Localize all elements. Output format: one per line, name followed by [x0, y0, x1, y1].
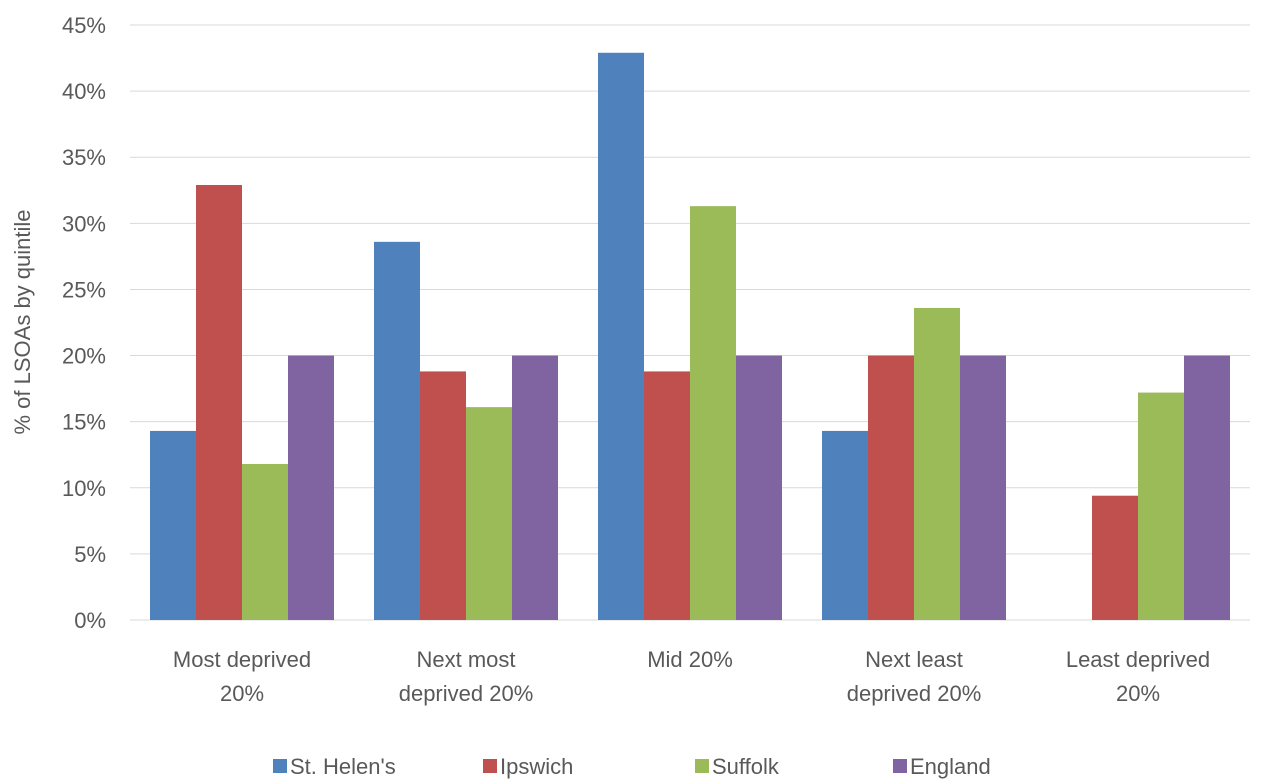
y-axis-ticks: 0% 5% 10% 15% 20% 25% 30% 35% 40% 45%	[62, 13, 106, 633]
bar	[914, 307, 960, 620]
x-tick-label: Least deprived	[1066, 647, 1210, 672]
x-tick-label: Next most	[416, 647, 515, 672]
bar	[960, 355, 1006, 620]
y-axis-title: % of LSOAs by quintile	[10, 209, 35, 434]
legend-swatch	[893, 759, 907, 773]
legend-label: St. Helen's	[290, 754, 396, 779]
bar	[598, 52, 644, 621]
y-tick-label: 40%	[62, 79, 106, 104]
bar	[644, 371, 690, 620]
x-tick-label: Next least	[865, 647, 963, 672]
y-tick-label: 15%	[62, 410, 106, 435]
bar	[242, 463, 288, 620]
bar	[1138, 392, 1184, 620]
y-tick-label: 20%	[62, 344, 106, 369]
y-tick-label: 25%	[62, 277, 106, 302]
bar	[288, 355, 334, 620]
bar	[690, 206, 736, 620]
bar	[420, 371, 466, 620]
x-tick-label: deprived 20%	[399, 681, 534, 706]
bar	[374, 241, 420, 620]
bar	[512, 355, 558, 620]
x-tick-label: 20%	[220, 681, 264, 706]
y-tick-label: 5%	[74, 542, 106, 567]
y-tick-label: 0%	[74, 608, 106, 633]
bar	[736, 355, 782, 620]
bars	[150, 52, 1230, 621]
bar	[868, 355, 914, 620]
bar	[822, 430, 868, 620]
legend-label: England	[910, 754, 991, 779]
bar	[1184, 355, 1230, 620]
x-tick-label: Mid 20%	[647, 647, 733, 672]
bar	[196, 184, 242, 620]
legend-swatch	[695, 759, 709, 773]
legend-label: Ipswich	[500, 754, 573, 779]
x-tick-label: Most deprived	[173, 647, 311, 672]
legend-label: Suffolk	[712, 754, 780, 779]
x-tick-label: deprived 20%	[847, 681, 982, 706]
legend: St. Helen's Ipswich Suffolk England	[273, 754, 991, 779]
y-tick-label: 45%	[62, 13, 106, 38]
x-axis-labels: Most deprived 20% Next most deprived 20% Mid…	[173, 647, 1210, 706]
bar	[466, 407, 512, 620]
bar	[1092, 495, 1138, 620]
legend-swatch	[273, 759, 287, 773]
y-tick-label: 35%	[62, 145, 106, 170]
x-tick-label: 20%	[1116, 681, 1160, 706]
bar	[150, 430, 196, 620]
y-tick-label: 30%	[62, 211, 106, 236]
legend-swatch	[483, 759, 497, 773]
y-tick-label: 10%	[62, 476, 106, 501]
